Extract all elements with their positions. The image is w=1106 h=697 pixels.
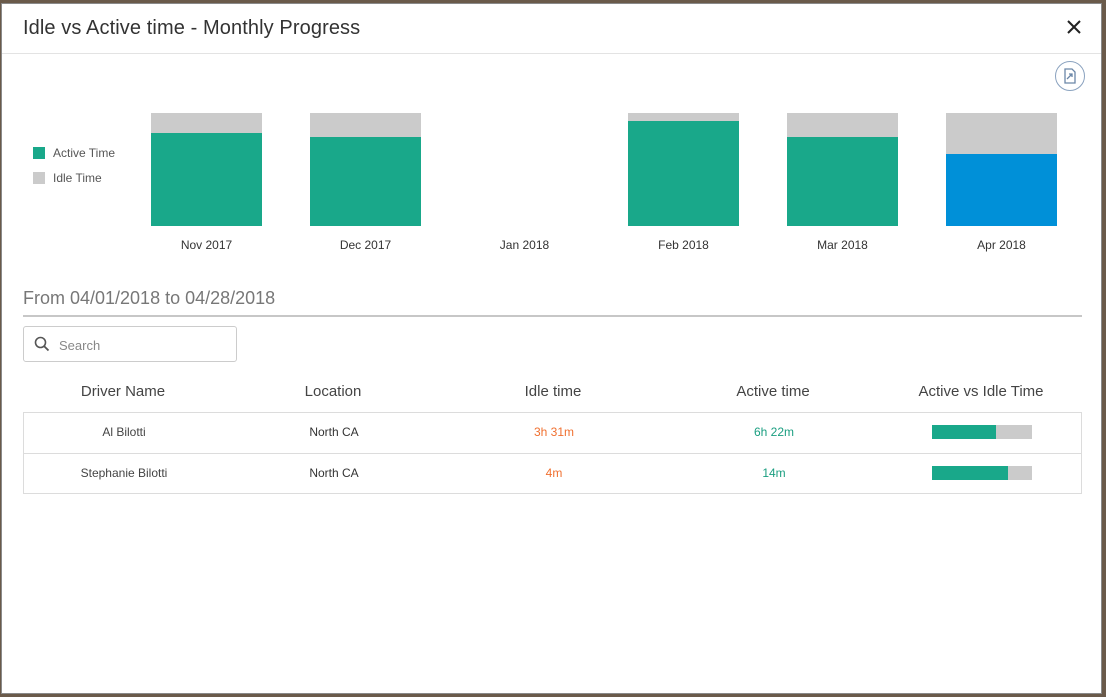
export-icon bbox=[1064, 68, 1076, 84]
month-label: Feb 2018 bbox=[658, 238, 709, 252]
modal-title: Idle vs Active time - Monthly Progress bbox=[23, 17, 361, 39]
month-label: Dec 2017 bbox=[339, 238, 392, 252]
date-range-title: From 04/01/2018 to 04/28/2018 bbox=[23, 288, 276, 308]
legend-item-active: Active Time bbox=[33, 140, 115, 165]
bar-active-dec-2017[interactable] bbox=[310, 136, 421, 226]
search-input[interactable] bbox=[57, 334, 231, 356]
column-header-location[interactable]: Location bbox=[304, 383, 362, 400]
table-row[interactable]: Stephanie Bilotti North CA 4m 14m bbox=[24, 454, 1081, 493]
column-header-driver-name[interactable]: Driver Name bbox=[80, 383, 166, 400]
month-label: Apr 2018 bbox=[977, 238, 1026, 252]
active-idle-ratio-bar bbox=[932, 466, 1032, 480]
search-box[interactable] bbox=[23, 326, 237, 362]
month-label: Nov 2017 bbox=[180, 238, 233, 252]
driver-location: North CA bbox=[309, 466, 359, 480]
close-button[interactable] bbox=[1063, 16, 1085, 38]
bar-idle-feb-2018[interactable] bbox=[628, 113, 739, 121]
divider bbox=[23, 315, 1082, 317]
driver-name: Stephanie Bilotti bbox=[80, 466, 168, 480]
monthly-chart: Nov 2017 Dec 2017 Jan 2018 Feb 2018 Mar 2018… bbox=[2, 4, 1103, 264]
table-row[interactable]: Al Bilotti North CA 3h 31m 6h 22m bbox=[24, 413, 1081, 454]
column-header-active-vs-idle[interactable]: Active vs Idle Time bbox=[918, 383, 1044, 400]
active-idle-ratio-bar bbox=[932, 425, 1032, 439]
driver-name: Al Bilotti bbox=[102, 425, 146, 439]
column-header-idle-time[interactable]: Idle time bbox=[524, 383, 582, 400]
active-time-value: 14m bbox=[762, 466, 786, 480]
legend-label-active: Active Time bbox=[53, 145, 116, 160]
idle-time-value: 4m bbox=[545, 466, 563, 480]
bar-idle-dec-2017[interactable] bbox=[310, 113, 421, 137]
table-header: Driver Name Location Idle time Active ti… bbox=[23, 383, 1082, 405]
export-button[interactable] bbox=[1055, 61, 1085, 91]
month-label: Jan 2018 bbox=[499, 238, 550, 252]
legend-label-idle: Idle Time bbox=[53, 170, 102, 185]
bar-idle-apr-2018[interactable] bbox=[946, 113, 1057, 154]
driver-location: North CA bbox=[309, 425, 359, 439]
modal-header: Idle vs Active time - Monthly Progress bbox=[2, 4, 1101, 54]
close-icon bbox=[1067, 20, 1081, 34]
drivers-table: Al Bilotti North CA 3h 31m 6h 22m Stepha… bbox=[23, 412, 1082, 494]
bar-active-feb-2018[interactable] bbox=[628, 120, 739, 226]
bar-idle-nov-2017[interactable] bbox=[151, 113, 262, 134]
bar-active-mar-2018[interactable] bbox=[787, 136, 898, 226]
legend-swatch-active bbox=[33, 146, 45, 159]
active-ratio-fill bbox=[932, 466, 1008, 480]
idle-time-value: 3h 31m bbox=[533, 425, 575, 439]
modal-dialog: Idle vs Active time - Monthly Progress A… bbox=[1, 3, 1102, 694]
column-header-active-time[interactable]: Active time bbox=[736, 383, 810, 400]
legend-item-idle: Idle Time bbox=[33, 165, 115, 190]
bar-active-apr-2018[interactable] bbox=[946, 153, 1057, 226]
chart-legend: Active Time Idle Time bbox=[33, 140, 115, 190]
search-icon bbox=[34, 336, 50, 352]
month-label: Mar 2018 bbox=[817, 238, 868, 252]
active-ratio-fill bbox=[932, 425, 996, 439]
active-time-value: 6h 22m bbox=[753, 425, 795, 439]
bar-active-nov-2017[interactable] bbox=[151, 133, 262, 226]
bar-idle-mar-2018[interactable] bbox=[787, 113, 898, 137]
legend-swatch-idle bbox=[33, 171, 45, 184]
